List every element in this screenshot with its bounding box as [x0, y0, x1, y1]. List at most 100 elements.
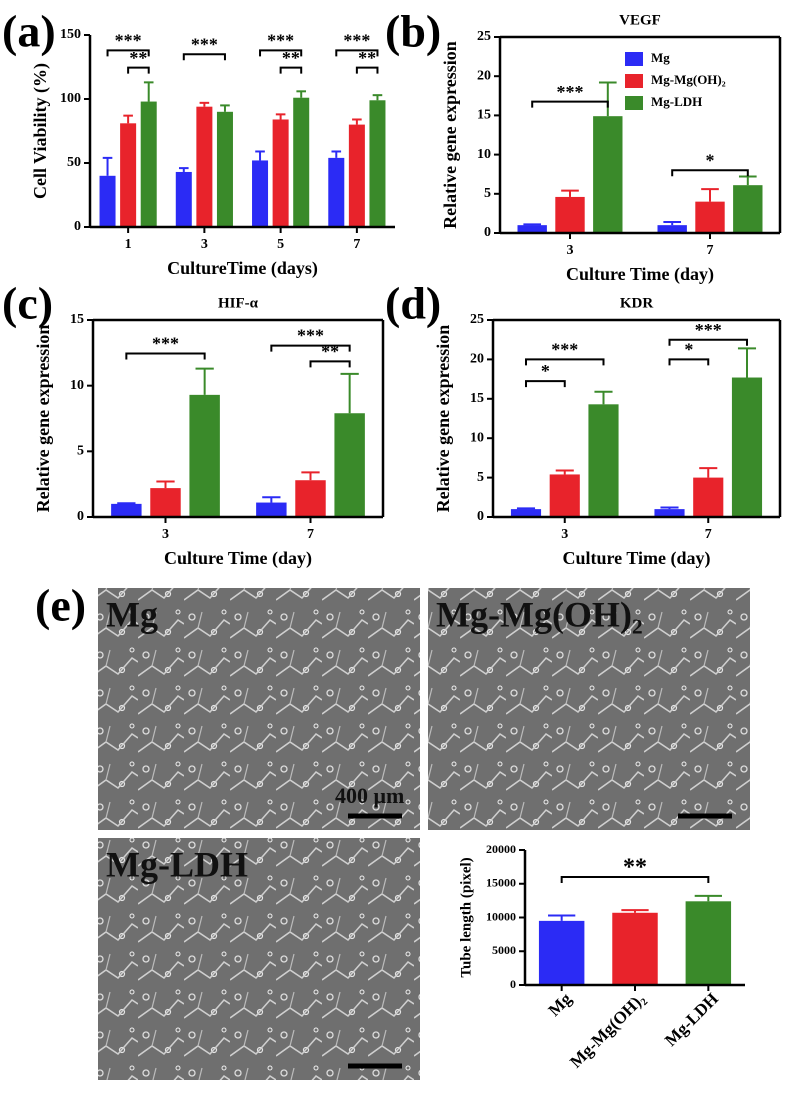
- x-tick-label: 7: [705, 527, 712, 542]
- bar: [150, 488, 181, 517]
- error-bar: [255, 150, 265, 161]
- bar: [189, 394, 220, 517]
- bar: [295, 480, 326, 517]
- significance-bracket: [335, 49, 379, 57]
- panel-label: (b): [385, 6, 441, 57]
- significance-bracket: [525, 358, 605, 366]
- chart-title: HIF-α: [218, 295, 259, 311]
- error-bar: [296, 90, 307, 98]
- y-tick-label: 0: [74, 219, 81, 234]
- bar: [693, 477, 724, 517]
- y-tick-label: 100: [60, 91, 81, 106]
- significance-bracket: [259, 49, 303, 57]
- significance-bracket: [668, 338, 748, 346]
- bar: [517, 225, 547, 233]
- bar: [733, 185, 763, 233]
- error-bar: [178, 167, 189, 172]
- error-bar: [594, 390, 613, 405]
- significance-label: *: [541, 361, 550, 381]
- error-bar: [123, 114, 133, 124]
- error-bar: [621, 909, 649, 913]
- x-tick-label: 5: [277, 237, 284, 252]
- y-axis-label: Cell Viability (%): [30, 63, 51, 199]
- bar: [334, 413, 365, 517]
- y-tick-label: 5000: [492, 943, 516, 957]
- y-tick-label: 0: [477, 509, 484, 524]
- panel-label: (a): [2, 6, 56, 57]
- significance-bracket: [125, 352, 206, 360]
- bar: [111, 503, 142, 517]
- bar: [140, 101, 157, 227]
- x-tick-label: 3: [201, 237, 208, 252]
- error-bar: [262, 496, 281, 503]
- bar: [654, 509, 685, 517]
- x-tick-label: 3: [162, 527, 169, 542]
- error-bar: [660, 506, 679, 510]
- significance-bracket: [270, 344, 351, 352]
- error-bar: [555, 469, 574, 475]
- bar: [196, 106, 213, 227]
- y-tick-label: 15000: [486, 876, 516, 890]
- y-tick-label: 0: [484, 225, 491, 240]
- x-tick-label: 7: [707, 243, 714, 258]
- x-tick-label: 7: [307, 527, 314, 542]
- significance-label: ***: [115, 30, 142, 50]
- bar: [555, 196, 585, 233]
- y-tick-label: 20000: [486, 842, 516, 856]
- x-axis-label: Culture Time (day): [566, 264, 714, 285]
- x-tick-label: 3: [561, 527, 568, 542]
- panel-label: (e): [35, 580, 86, 631]
- error-bar: [340, 372, 359, 414]
- significance-label: ***: [267, 30, 294, 50]
- legend-swatch: [625, 96, 643, 110]
- error-bar: [117, 502, 136, 505]
- significance-label: ***: [191, 34, 218, 54]
- error-bar: [372, 94, 383, 101]
- chart-title: KDR: [620, 295, 654, 311]
- y-tick-label: 25: [470, 312, 484, 327]
- error-bar: [737, 347, 757, 378]
- y-tick-label: 10: [470, 430, 484, 445]
- bar: [348, 124, 365, 227]
- micrograph-label: Mg: [106, 594, 158, 634]
- y-tick-label: 15: [477, 108, 491, 123]
- bar: [293, 97, 310, 227]
- legend-label: Mg-LDH: [651, 94, 702, 109]
- x-tick-label: 3: [567, 243, 574, 258]
- bar: [612, 912, 658, 985]
- error-bar: [352, 118, 362, 125]
- micrograph-label: Mg-LDH: [106, 844, 248, 884]
- x-tick-label: 7: [353, 237, 360, 252]
- y-axis-label: Relative gene expression: [433, 325, 453, 513]
- y-tick-label: 20: [470, 352, 484, 367]
- significance-label: ***: [557, 82, 584, 102]
- significance-bracket: [560, 876, 710, 883]
- significance-label: ***: [695, 320, 722, 340]
- significance-label: ***: [551, 340, 578, 360]
- y-tick-label: 25: [477, 29, 491, 44]
- significance-label: **: [282, 48, 300, 68]
- y-tick-label: 150: [60, 27, 81, 42]
- x-tick-label: 1: [125, 237, 132, 252]
- y-tick-label: 15: [70, 312, 84, 327]
- y-tick-label: 0: [510, 977, 516, 991]
- bar: [593, 116, 623, 233]
- error-bar: [699, 467, 718, 478]
- error-bar: [738, 175, 757, 186]
- bar: [252, 160, 269, 227]
- bar: [216, 111, 233, 227]
- significance-bracket: [106, 49, 150, 57]
- bar: [272, 119, 289, 227]
- significance-bracket: [525, 380, 566, 388]
- y-tick-label: 10: [70, 378, 84, 393]
- micrograph: [98, 838, 420, 1080]
- micrograph-label: Mg-Mg(OH)₂: [436, 594, 643, 634]
- bar: [99, 175, 116, 227]
- significance-bracket: [279, 66, 303, 74]
- x-axis-label: Culture Time (day): [164, 548, 312, 569]
- significance-label: **: [358, 48, 376, 68]
- error-bar: [523, 223, 542, 226]
- significance-label: **: [129, 48, 147, 68]
- y-tick-label: 15: [470, 391, 484, 406]
- y-tick-label: 10000: [486, 909, 516, 923]
